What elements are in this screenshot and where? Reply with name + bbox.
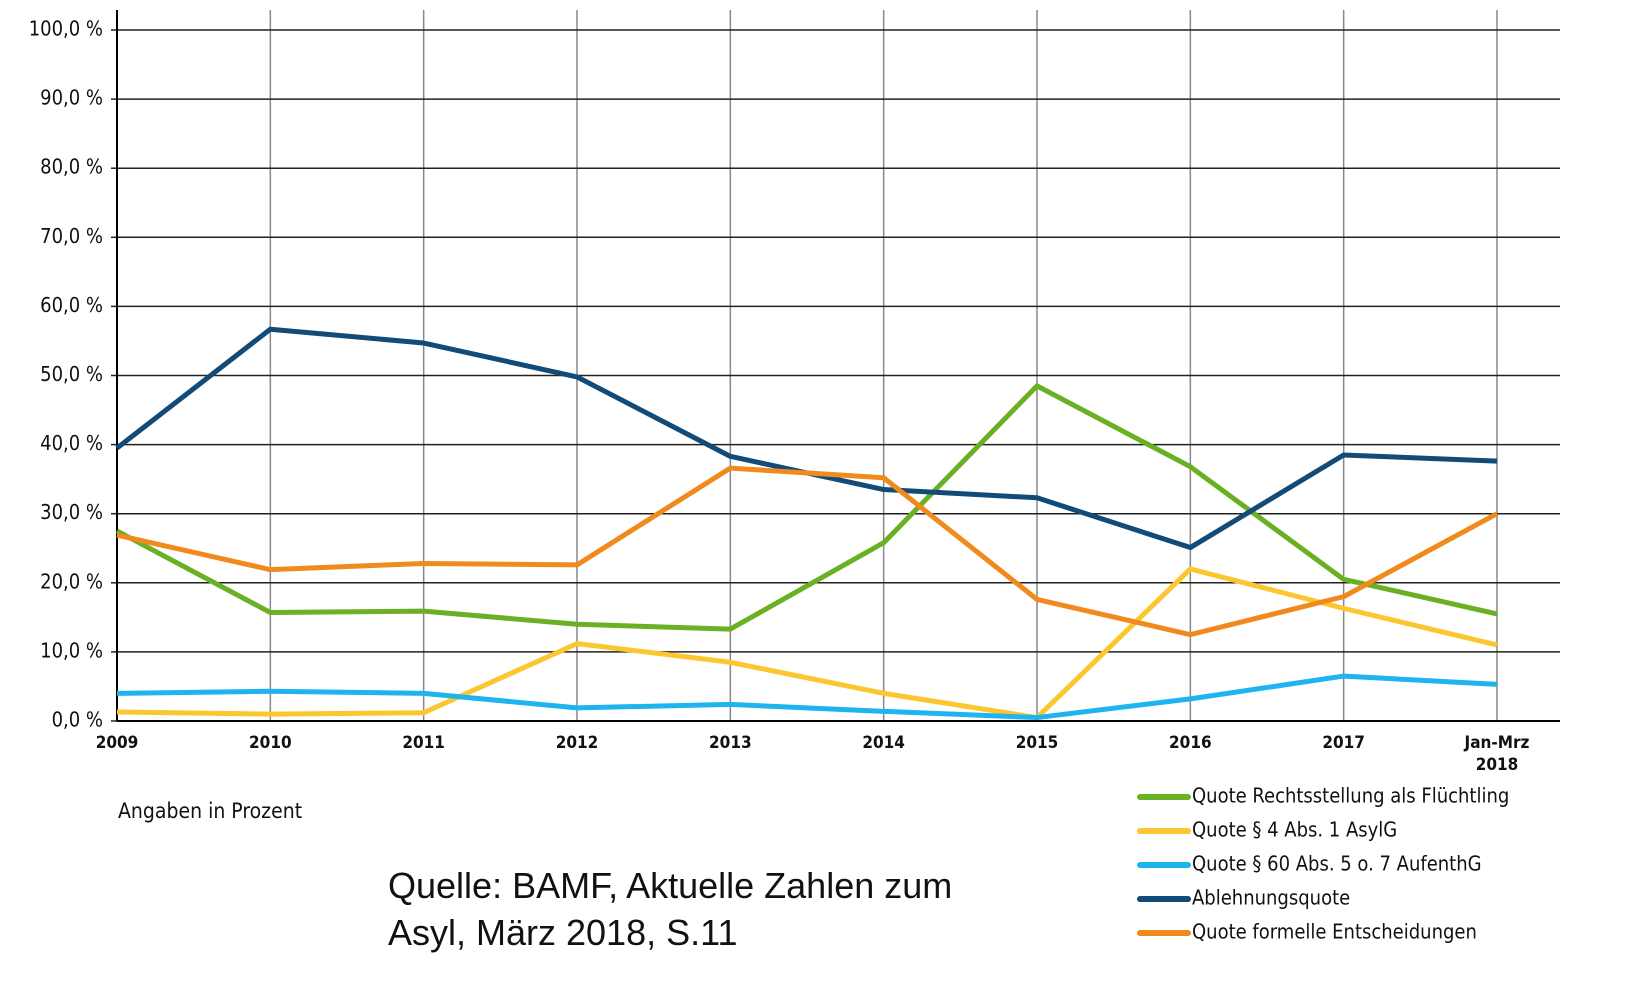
unit-note: Angaben in Prozent	[118, 799, 302, 823]
y-tick-label: 30,0 %	[40, 500, 103, 524]
legend-label: Quote Rechtsstellung als Flüchtling	[1192, 784, 1509, 808]
series-line	[116, 465, 1499, 638]
legend-label: Quote formelle Entscheidungen	[1192, 920, 1477, 944]
x-tick-label: Jan-Mrz 2018	[1464, 733, 1530, 775]
x-tick-label: 2009	[96, 733, 139, 753]
series-line	[115, 383, 1498, 632]
y-tick-label: 50,0 %	[40, 362, 103, 386]
y-tick-label: 0,0 %	[52, 708, 103, 732]
x-tick-label-line: 2018	[1476, 755, 1519, 775]
series-line	[116, 566, 1498, 721]
x-tick-label-line: Jan-Mrz	[1464, 733, 1530, 753]
x-tick-label: 2014	[862, 733, 905, 753]
y-tick-label: 10,0 %	[40, 638, 103, 662]
series-line	[115, 326, 1498, 551]
x-tick-label: 2011	[402, 733, 445, 753]
y-tick-label: 80,0 %	[40, 155, 103, 179]
legend-label: Ablehnungsquote	[1192, 886, 1350, 910]
x-tick-label: 2017	[1322, 733, 1365, 753]
legend-label: Quote § 4 Abs. 1 AsylG	[1192, 818, 1397, 842]
source-note: Quelle: BAMF, Aktuelle Zahlen zum Asyl, …	[388, 865, 953, 953]
x-tick-label: 2013	[709, 733, 752, 753]
x-tick-label: 2015	[1016, 733, 1059, 753]
series-line	[116, 673, 1498, 721]
y-tick-label: 100,0 %	[29, 17, 103, 41]
y-tick-label: 60,0 %	[40, 293, 103, 317]
legend-label: Quote § 60 Abs. 5 o. 7 AufenthG	[1192, 852, 1482, 876]
y-tick-label: 40,0 %	[40, 431, 103, 455]
x-tick-label: 2012	[556, 733, 599, 753]
y-tick-label: 20,0 %	[40, 569, 103, 593]
y-tick-label: 90,0 %	[40, 86, 103, 110]
x-tick-label: 2016	[1169, 733, 1212, 753]
y-tick-label: 70,0 %	[40, 224, 103, 248]
x-tick-label: 2010	[249, 733, 292, 753]
